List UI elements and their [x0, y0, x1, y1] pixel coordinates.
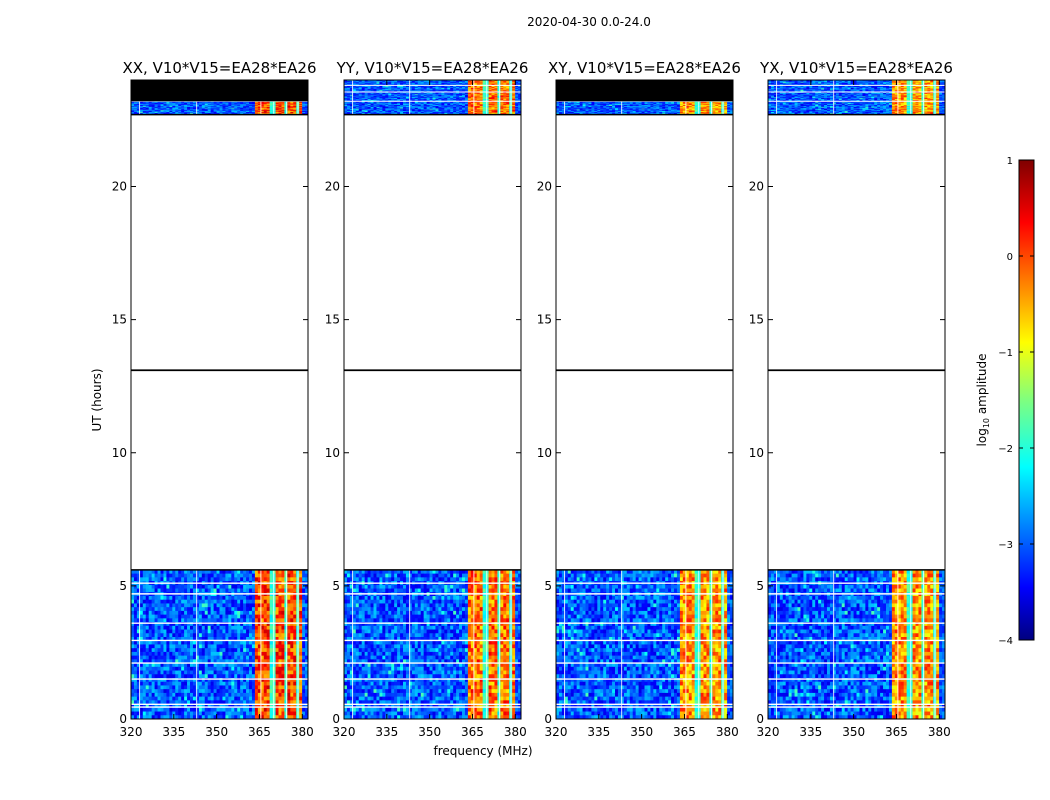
x-tick-label: 350: [205, 725, 228, 739]
colorbar-tick-label: 1: [1007, 156, 1013, 167]
y-tick-label: 15: [537, 313, 552, 327]
y-tick-label: 5: [544, 579, 552, 593]
x-tick-label: 335: [162, 725, 185, 739]
y-tick-label: 10: [749, 446, 764, 460]
y-tick-label: 20: [537, 180, 552, 194]
colorbar: −4 −3 −2 −1 0 1 log10 amplitude: [975, 156, 1035, 647]
panel-xx: XX, V10*V15=EA28*EA26 0 5 10 15 20 320 335 350 36…: [112, 59, 317, 739]
panel-frame: [343, 79, 522, 720]
y-tick-label: 10: [112, 446, 127, 460]
y-axis-label: UT (hours): [90, 368, 104, 431]
x-tick-label: 335: [799, 725, 822, 739]
y-tick-label: 0: [119, 712, 127, 726]
colorbar-gradient: [1018, 159, 1035, 641]
y-tick-label: 5: [119, 579, 127, 593]
x-tick-label: 365: [461, 725, 484, 739]
y-tick-label: 15: [749, 313, 764, 327]
x-tick-label: 320: [545, 725, 568, 739]
x-tick-label: 380: [928, 725, 951, 739]
colorbar-label: log10 amplitude: [975, 354, 991, 447]
panel-frame: [130, 79, 309, 720]
x-tick-label: 335: [375, 725, 398, 739]
colorbar-tick-label: −3: [998, 540, 1013, 551]
x-tick-label: 320: [757, 725, 780, 739]
panel-yx: YX, V10*V15=EA28*EA26 0 5 10 15 20 320 335 350 36…: [749, 59, 953, 739]
y-tick-label: 20: [325, 180, 340, 194]
panel-title: XY, V10*V15=EA28*EA26: [548, 59, 741, 77]
x-tick-label: 350: [630, 725, 653, 739]
y-tick-label: 20: [112, 180, 127, 194]
colorbar-tick-label: 0: [1007, 252, 1013, 263]
y-tick-label: 0: [756, 712, 764, 726]
y-tick-label: 0: [544, 712, 552, 726]
x-tick-label: 335: [587, 725, 610, 739]
panel-xy: XY, V10*V15=EA28*EA26 0 5 10 15 20 320 335 350 36…: [537, 59, 741, 739]
x-tick-label: 350: [418, 725, 441, 739]
colorbar-tick-label: −2: [998, 444, 1013, 455]
panel-title: YY, V10*V15=EA28*EA26: [336, 59, 529, 77]
masked-region: [131, 80, 308, 102]
x-tick-label: 320: [333, 725, 356, 739]
colorbar-tick-label: −1: [998, 348, 1013, 359]
x-tick-label: 380: [291, 725, 314, 739]
panel-yy: YY, V10*V15=EA28*EA26 0 5 10 15 20 320 335 350 36…: [325, 59, 529, 739]
x-axis-label: frequency (MHz): [433, 744, 532, 758]
x-tick-label: 320: [120, 725, 143, 739]
x-tick-label: 350: [842, 725, 865, 739]
y-tick-label: 0: [332, 712, 340, 726]
figure-title: 2020-04-30 0.0-24.0: [527, 15, 651, 29]
y-tick-label: 5: [332, 579, 340, 593]
panel-title: XX, V10*V15=EA28*EA26: [122, 59, 316, 77]
panel-frame: [767, 79, 946, 720]
panel-frame: [555, 79, 734, 720]
y-tick-label: 10: [537, 446, 552, 460]
y-tick-label: 15: [112, 313, 127, 327]
y-tick-label: 5: [756, 579, 764, 593]
x-tick-label: 365: [885, 725, 908, 739]
colorbar-tick-label: −4: [998, 636, 1013, 647]
y-tick-label: 15: [325, 313, 340, 327]
y-tick-label: 20: [749, 180, 764, 194]
masked-region: [556, 80, 733, 102]
heatmap-cells: [556, 80, 734, 720]
x-tick-label: 380: [716, 725, 739, 739]
x-tick-label: 365: [673, 725, 696, 739]
y-tick-label: 10: [325, 446, 340, 460]
x-tick-label: 365: [248, 725, 271, 739]
x-tick-label: 380: [504, 725, 527, 739]
panel-title: YX, V10*V15=EA28*EA26: [759, 59, 953, 77]
